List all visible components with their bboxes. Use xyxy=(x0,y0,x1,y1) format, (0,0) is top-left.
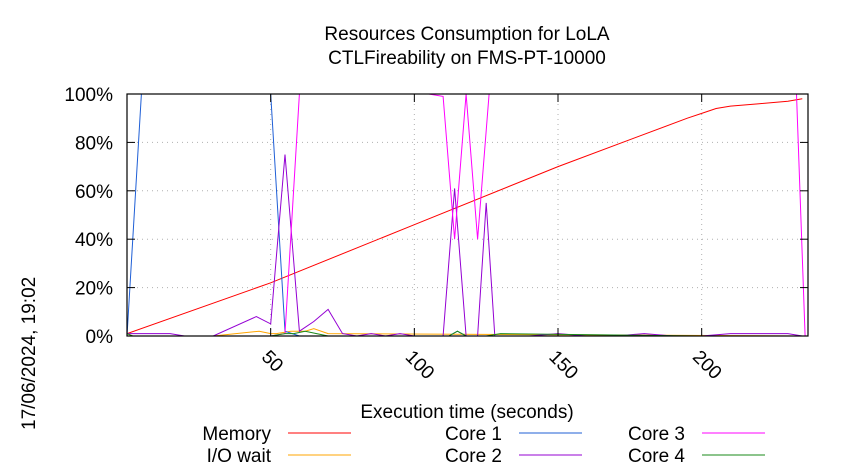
timestamp-label: 17/06/2024, 19:02 xyxy=(19,277,40,430)
chart-title: Resources Consumption for LoLA xyxy=(324,24,609,45)
x-axis-label: Execution time (seconds) xyxy=(360,402,573,423)
x-tick-label: 50 xyxy=(257,347,287,377)
x-tick-label: 150 xyxy=(544,347,581,384)
x-tick-label: 100 xyxy=(401,347,438,384)
legend-label: Core 1 xyxy=(445,424,502,445)
legend-label: Core 3 xyxy=(628,424,685,445)
legend-label: Memory xyxy=(202,424,271,445)
x-tick-label: 200 xyxy=(688,347,725,384)
y-tick-label: 0% xyxy=(86,327,114,348)
y-tick-label: 40% xyxy=(75,230,113,251)
y-tick-label: 80% xyxy=(75,133,113,154)
series-line-core-2 xyxy=(127,154,803,337)
y-tick-label: 20% xyxy=(75,279,113,300)
legend-label: Core 4 xyxy=(628,446,685,467)
legend-label: I/O wait xyxy=(207,446,272,467)
series-line-core-3 xyxy=(127,93,806,337)
series-line-core-1 xyxy=(126,93,803,337)
plot-frame xyxy=(126,93,809,337)
series-line-memory xyxy=(126,98,803,335)
chart-subtitle: CTLFireability on FMS-PT-10000 xyxy=(328,48,606,69)
legend-label: Core 2 xyxy=(445,446,502,467)
series-lines xyxy=(126,93,806,337)
grid xyxy=(127,93,808,337)
y-tick-label: 100% xyxy=(64,85,113,106)
y-tick-label: 60% xyxy=(75,182,113,203)
y-axis-ticks: 0% 20% 40% 60% 80% 100% xyxy=(64,85,808,348)
